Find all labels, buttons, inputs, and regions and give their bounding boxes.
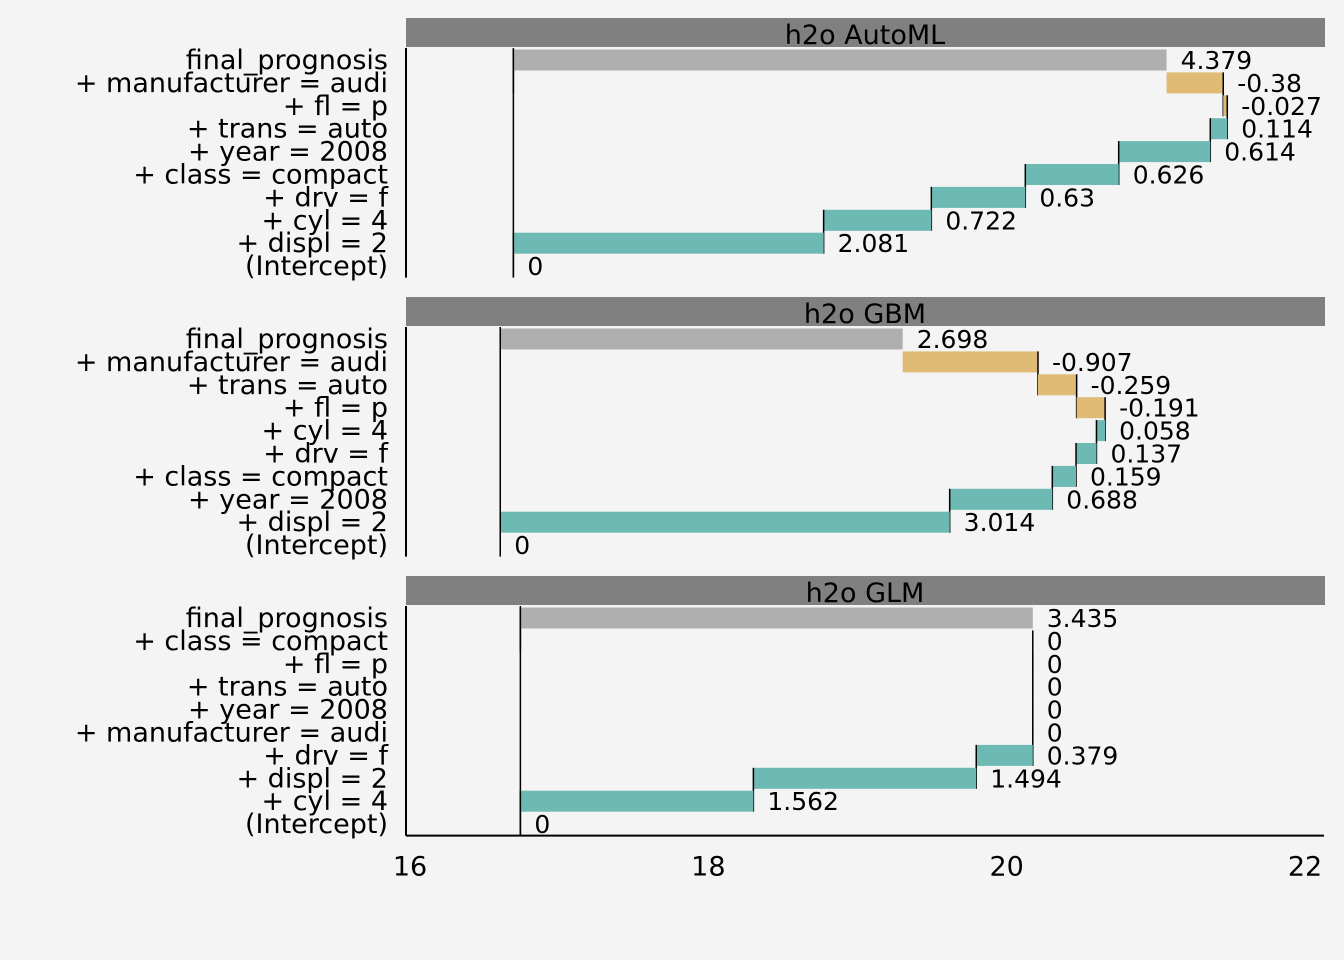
value-label: 0.058 bbox=[1119, 417, 1191, 446]
value-label: 0.688 bbox=[1066, 485, 1138, 514]
value-label: 0.159 bbox=[1090, 462, 1162, 491]
row-label: + displ = 2 bbox=[236, 763, 388, 794]
row-label: + manufacturer = audi bbox=[75, 347, 388, 378]
contribution-bar bbox=[1166, 72, 1224, 94]
contribution-bar bbox=[949, 488, 1053, 510]
row-label: + displ = 2 bbox=[236, 507, 388, 538]
panel-strip bbox=[406, 297, 1325, 326]
value-label: 4.379 bbox=[1181, 46, 1253, 75]
panel-1: h2o GBM final_prognosis 2.698 + manufacture… bbox=[75, 297, 1325, 561]
row-label: + drv = f bbox=[263, 439, 389, 470]
panel-2: h2o GLM final_prognosis 3.435 + class = com… bbox=[75, 576, 1325, 883]
value-label: 1.494 bbox=[990, 764, 1062, 793]
row-label: final_prognosis bbox=[186, 603, 388, 634]
value-label: -0.191 bbox=[1119, 394, 1200, 423]
row-label: + trans = auto bbox=[187, 114, 388, 145]
row-label: + manufacturer = audi bbox=[75, 718, 388, 749]
value-label: 3.435 bbox=[1047, 604, 1119, 633]
contribution-bar bbox=[931, 186, 1026, 208]
panel-title: h2o GBM bbox=[804, 299, 926, 330]
row-label: + cyl = 4 bbox=[262, 205, 389, 236]
value-label: 2.081 bbox=[838, 229, 910, 258]
row-label: + fl = p bbox=[283, 91, 388, 122]
panel-title: h2o GLM bbox=[806, 578, 925, 609]
value-label: 1.562 bbox=[767, 787, 839, 816]
row-label: + cyl = 4 bbox=[262, 786, 389, 817]
total-bar bbox=[520, 607, 1033, 629]
contribution-bar bbox=[823, 209, 932, 231]
contribution-bar bbox=[500, 511, 950, 533]
row-label: + cyl = 4 bbox=[262, 416, 389, 447]
x-tick-label: 16 bbox=[393, 852, 427, 883]
contribution-bar bbox=[520, 790, 754, 812]
panel-strip bbox=[406, 18, 1325, 47]
row-label: + trans = auto bbox=[187, 672, 388, 703]
row-label: + drv = f bbox=[263, 182, 389, 213]
value-label: -0.027 bbox=[1241, 92, 1322, 121]
value-label: 0.722 bbox=[945, 206, 1017, 235]
value-label: 0 bbox=[527, 252, 543, 281]
row-label: + class = compact bbox=[133, 626, 388, 657]
contribution-bar bbox=[1076, 397, 1106, 419]
value-label: 0 bbox=[514, 531, 530, 560]
value-label: -0.259 bbox=[1091, 371, 1172, 400]
panel-0: h2o AutoML final_prognosis 4.379 + manufact… bbox=[75, 18, 1325, 282]
row-label: + fl = p bbox=[283, 393, 388, 424]
value-label: 0.626 bbox=[1133, 161, 1205, 190]
contribution-bar bbox=[513, 232, 824, 254]
x-tick-label: 22 bbox=[1288, 852, 1322, 883]
row-label: (Intercept) bbox=[245, 251, 388, 282]
contribution-bar bbox=[1052, 465, 1077, 487]
value-label: 0.137 bbox=[1110, 440, 1182, 469]
panel-title: h2o AutoML bbox=[785, 20, 945, 51]
row-label: final_prognosis bbox=[186, 324, 388, 355]
value-label: 0 bbox=[1047, 696, 1063, 725]
row-label: (Intercept) bbox=[245, 530, 388, 561]
total-bar bbox=[513, 49, 1167, 71]
row-label: + displ = 2 bbox=[236, 228, 388, 259]
row-label: + class = compact bbox=[133, 461, 388, 492]
panel-strip bbox=[406, 576, 1325, 605]
row-label: + drv = f bbox=[263, 740, 389, 771]
row-label: + manufacturer = audi bbox=[75, 68, 388, 99]
contribution-bar bbox=[1037, 374, 1077, 396]
row-label: (Intercept) bbox=[245, 809, 388, 840]
row-label: final_prognosis bbox=[186, 45, 388, 76]
contribution-bar bbox=[1025, 164, 1119, 185]
value-label: 0.63 bbox=[1039, 183, 1095, 212]
row-label: + year = 2008 bbox=[188, 484, 388, 515]
value-label: 0 bbox=[1047, 650, 1063, 679]
value-label: 0 bbox=[1047, 673, 1063, 702]
contribution-bar bbox=[1210, 118, 1228, 140]
value-label: -0.907 bbox=[1052, 348, 1133, 377]
contribution-bar bbox=[1076, 443, 1097, 464]
row-label: + fl = p bbox=[283, 649, 388, 680]
value-label: 3.014 bbox=[964, 508, 1036, 537]
value-label: 0 bbox=[1047, 719, 1063, 748]
x-tick-label: 18 bbox=[691, 852, 725, 883]
row-label: + year = 2008 bbox=[188, 137, 388, 168]
value-label: 0 bbox=[534, 810, 550, 839]
value-label: 0 bbox=[1047, 627, 1063, 656]
value-label: -0.38 bbox=[1237, 69, 1302, 98]
total-bar bbox=[500, 328, 903, 350]
value-label: 0.379 bbox=[1047, 741, 1119, 770]
row-label: + year = 2008 bbox=[188, 695, 388, 726]
x-tick-label: 20 bbox=[989, 852, 1023, 883]
contribution-bar bbox=[753, 767, 977, 789]
row-label: + class = compact bbox=[133, 160, 388, 191]
contribution-bar bbox=[902, 351, 1038, 373]
value-label: 0.114 bbox=[1241, 115, 1313, 144]
contribution-bar bbox=[976, 744, 1033, 766]
contribution-bar bbox=[1118, 141, 1211, 163]
contribution-bar bbox=[1096, 420, 1106, 442]
value-label: 2.698 bbox=[917, 325, 989, 354]
contribution-bar bbox=[1223, 95, 1228, 117]
value-label: 0.614 bbox=[1224, 138, 1296, 167]
row-label: + trans = auto bbox=[187, 370, 388, 401]
